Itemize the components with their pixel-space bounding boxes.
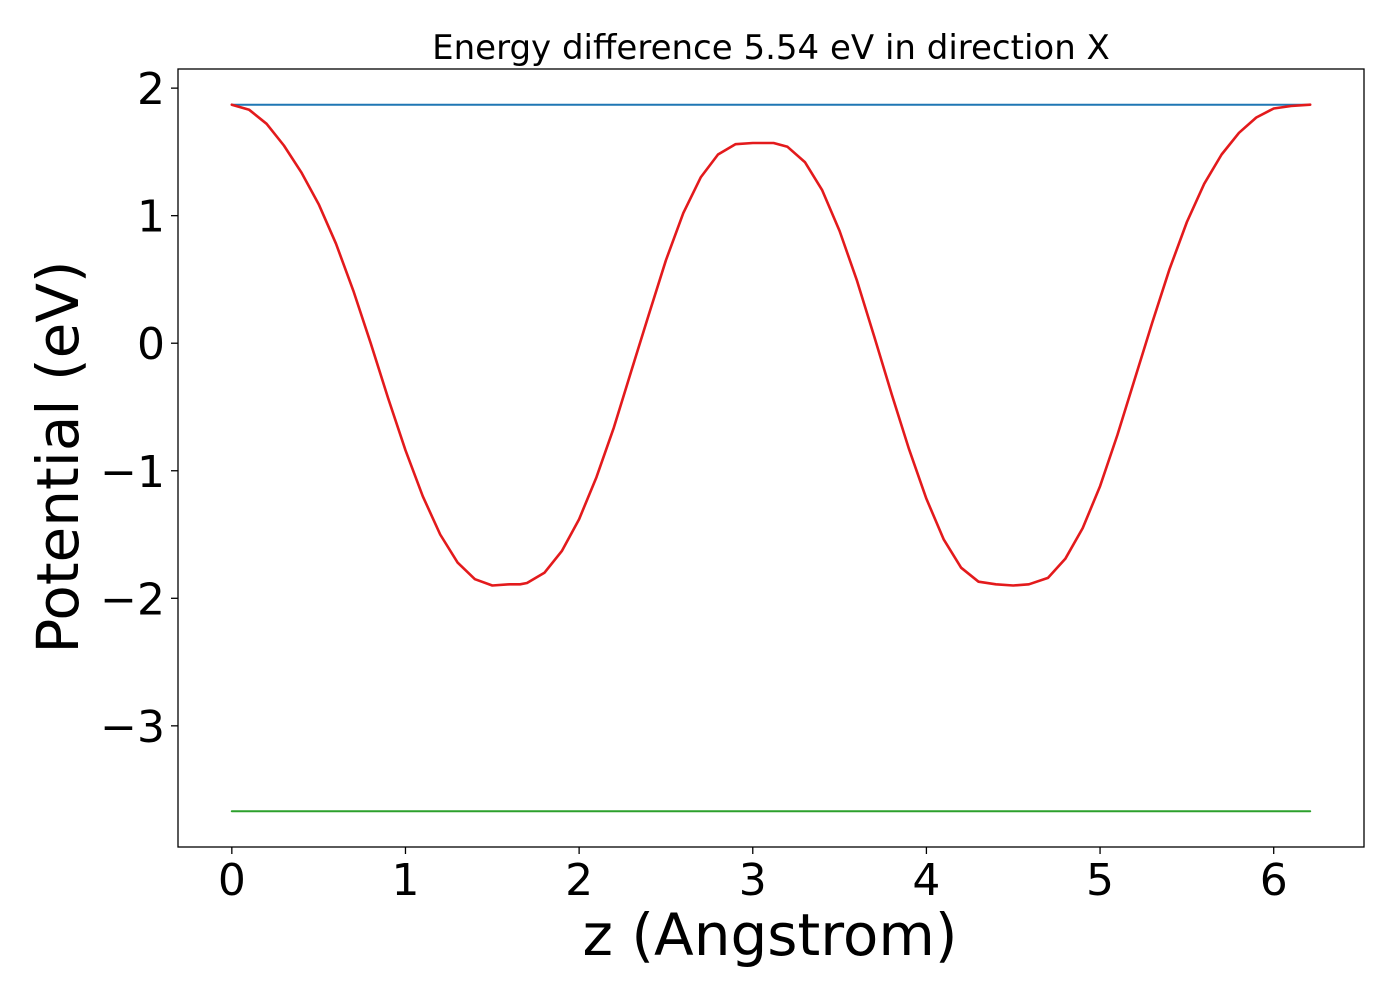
y-tick-label: 1	[137, 192, 165, 243]
chart-title: Energy difference 5.54 eV in direction X	[432, 28, 1110, 68]
y-tick-label: −1	[100, 447, 165, 498]
series-line-3	[230, 103, 1312, 587]
y-tick-label: 2	[137, 64, 165, 115]
x-tick-label: 1	[391, 855, 419, 906]
x-tick-label: 2	[565, 855, 593, 906]
y-tick-label: 0	[137, 319, 165, 370]
y-axis-ticks: −3 −2 −1 0 1 2	[100, 64, 178, 753]
x-axis-ticks: 0 1 2 3 4 5 6	[218, 847, 1288, 906]
x-tick-label: 5	[1086, 855, 1114, 906]
y-tick-label: −2	[100, 574, 165, 625]
y-axis-label: Potential (eV)	[24, 260, 92, 653]
x-axis-label: z (Angstrom)	[583, 901, 958, 969]
x-tick-label: 0	[218, 855, 246, 906]
plot-area	[230, 103, 1312, 813]
x-tick-label: 3	[739, 855, 767, 906]
y-tick-label: −3	[100, 702, 165, 753]
x-tick-label: 4	[912, 855, 940, 906]
plot-frame	[177, 68, 1365, 848]
x-tick-label: 6	[1260, 855, 1288, 906]
